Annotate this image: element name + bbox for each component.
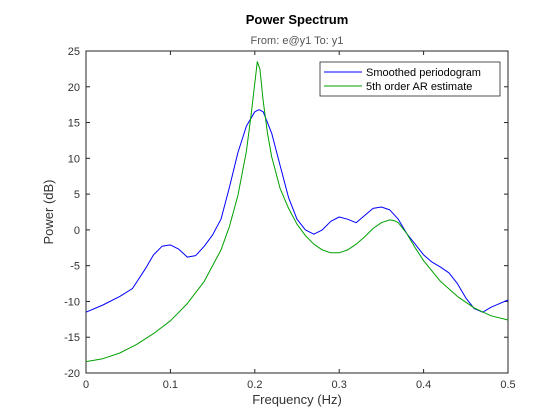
legend-box (319, 61, 501, 97)
series-lines (85, 61, 509, 363)
y-tick-label: 15 (68, 118, 80, 130)
y-tick-label: -5 (70, 261, 80, 273)
y-tick-label: -15 (64, 332, 80, 344)
y-tick-label: -20 (64, 368, 80, 380)
chart-subtitle: From: e@y1 To: y1 (251, 35, 344, 47)
y-tick-label: 10 (68, 153, 80, 165)
x-tick-label: 0.1 (163, 379, 178, 391)
x-tick-label: 0.4 (416, 379, 431, 391)
legend-label-ar-estimate: 5th order AR estimate (366, 81, 472, 93)
legend: Smoothed periodogram 5th order AR estima… (319, 61, 501, 97)
x-tick-label: 0.5 (500, 379, 515, 391)
chart-title: Power Spectrum (246, 12, 349, 27)
x-tick-label: 0.3 (332, 379, 347, 391)
x-axis-label: Frequency (Hz) (252, 392, 342, 407)
legend-label-smoothed-periodogram: Smoothed periodogram (366, 67, 481, 79)
y-tick-label: 20 (68, 82, 80, 94)
series-line-ar-estimate (85, 61, 509, 363)
y-tick-label: 25 (68, 46, 80, 58)
series-line-smoothed-periodogram (85, 109, 509, 313)
y-tick-label: -10 (64, 296, 80, 308)
x-tick-label: 0.2 (247, 379, 262, 391)
plot-area (85, 50, 509, 374)
y-tick-label: 0 (74, 225, 80, 237)
y-tick-label: 5 (74, 189, 80, 201)
x-tick-label: 0 (83, 379, 89, 391)
axis-ticks: 0 0.1 0.2 0.3 0.4 0.5 -20 -15 -10 -5 0 5 10 15 20 25 (64, 46, 516, 391)
y-axis-label: Power (dB) (41, 179, 56, 244)
